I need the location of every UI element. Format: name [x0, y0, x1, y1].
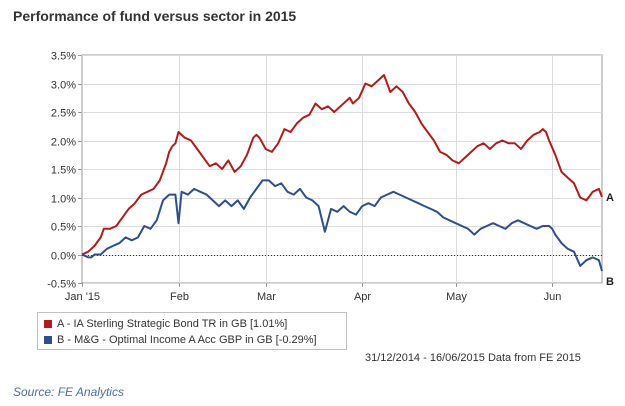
legend-label-a: A - IA Sterling Strategic Bond TR in GB …	[57, 318, 288, 330]
label-layer: AB	[606, 192, 614, 288]
x-tick-label: Jun	[544, 291, 562, 303]
legend: A - IA Sterling Strategic Bond TR in GB …	[37, 312, 347, 350]
y-tick-label: -0.5%	[47, 279, 76, 291]
legend-label-b: B - M&G - Optimal Income A Acc GBP in GB…	[57, 334, 317, 346]
y-tick-label: 0.5%	[51, 222, 76, 234]
chart-svg: -0.5% 0.0% 0.5% 1.0% 1.5% 2.0% 2.5% 3.0% 3.5% Jan…	[47, 51, 614, 304]
series-layer	[81, 74, 603, 272]
date-range: 31/12/2014 - 16/06/2015 Data from FE 201…	[365, 352, 581, 364]
y-tick-label: 1.5%	[51, 165, 76, 177]
x-tick-label: Mar	[257, 291, 276, 303]
chart-title: Performance of fund versus sector in 201…	[13, 8, 297, 24]
series-line-a	[81, 74, 603, 256]
x-tick-label: May	[446, 291, 467, 303]
y-tick-label: 3.0%	[51, 80, 76, 92]
x-tick-label: Feb	[170, 291, 189, 303]
legend-swatch-a	[44, 320, 52, 328]
y-tick-label: 0.0%	[51, 251, 76, 263]
series-end-label-a: A	[606, 192, 614, 204]
source-link[interactable]: FE Analytics	[57, 385, 124, 399]
legend-item-a[interactable]: A - IA Sterling Strategic Bond TR in GB …	[44, 318, 287, 330]
source-label: Source:	[13, 385, 58, 399]
series-line-b	[81, 179, 603, 272]
y-tick-label: 3.5%	[51, 51, 76, 63]
legend-item-b[interactable]: B - M&G - Optimal Income A Acc GBP in GB…	[44, 334, 317, 346]
x-tick-label: Apr	[354, 291, 371, 303]
source-credit: Source: FE Analytics	[13, 385, 124, 399]
grid-layer	[81, 54, 603, 284]
y-tick-label: 2.5%	[51, 108, 76, 120]
legend-swatch-b	[44, 336, 52, 344]
y-tick-label: 1.0%	[51, 194, 76, 206]
y-tick-label: 2.0%	[51, 137, 76, 149]
x-tick-label: Jan '15	[65, 291, 100, 303]
series-end-label-b: B	[606, 276, 614, 288]
axis-layer: -0.5% 0.0% 0.5% 1.0% 1.5% 2.0% 2.5% 3.0% 3.5% Jan…	[47, 51, 561, 304]
